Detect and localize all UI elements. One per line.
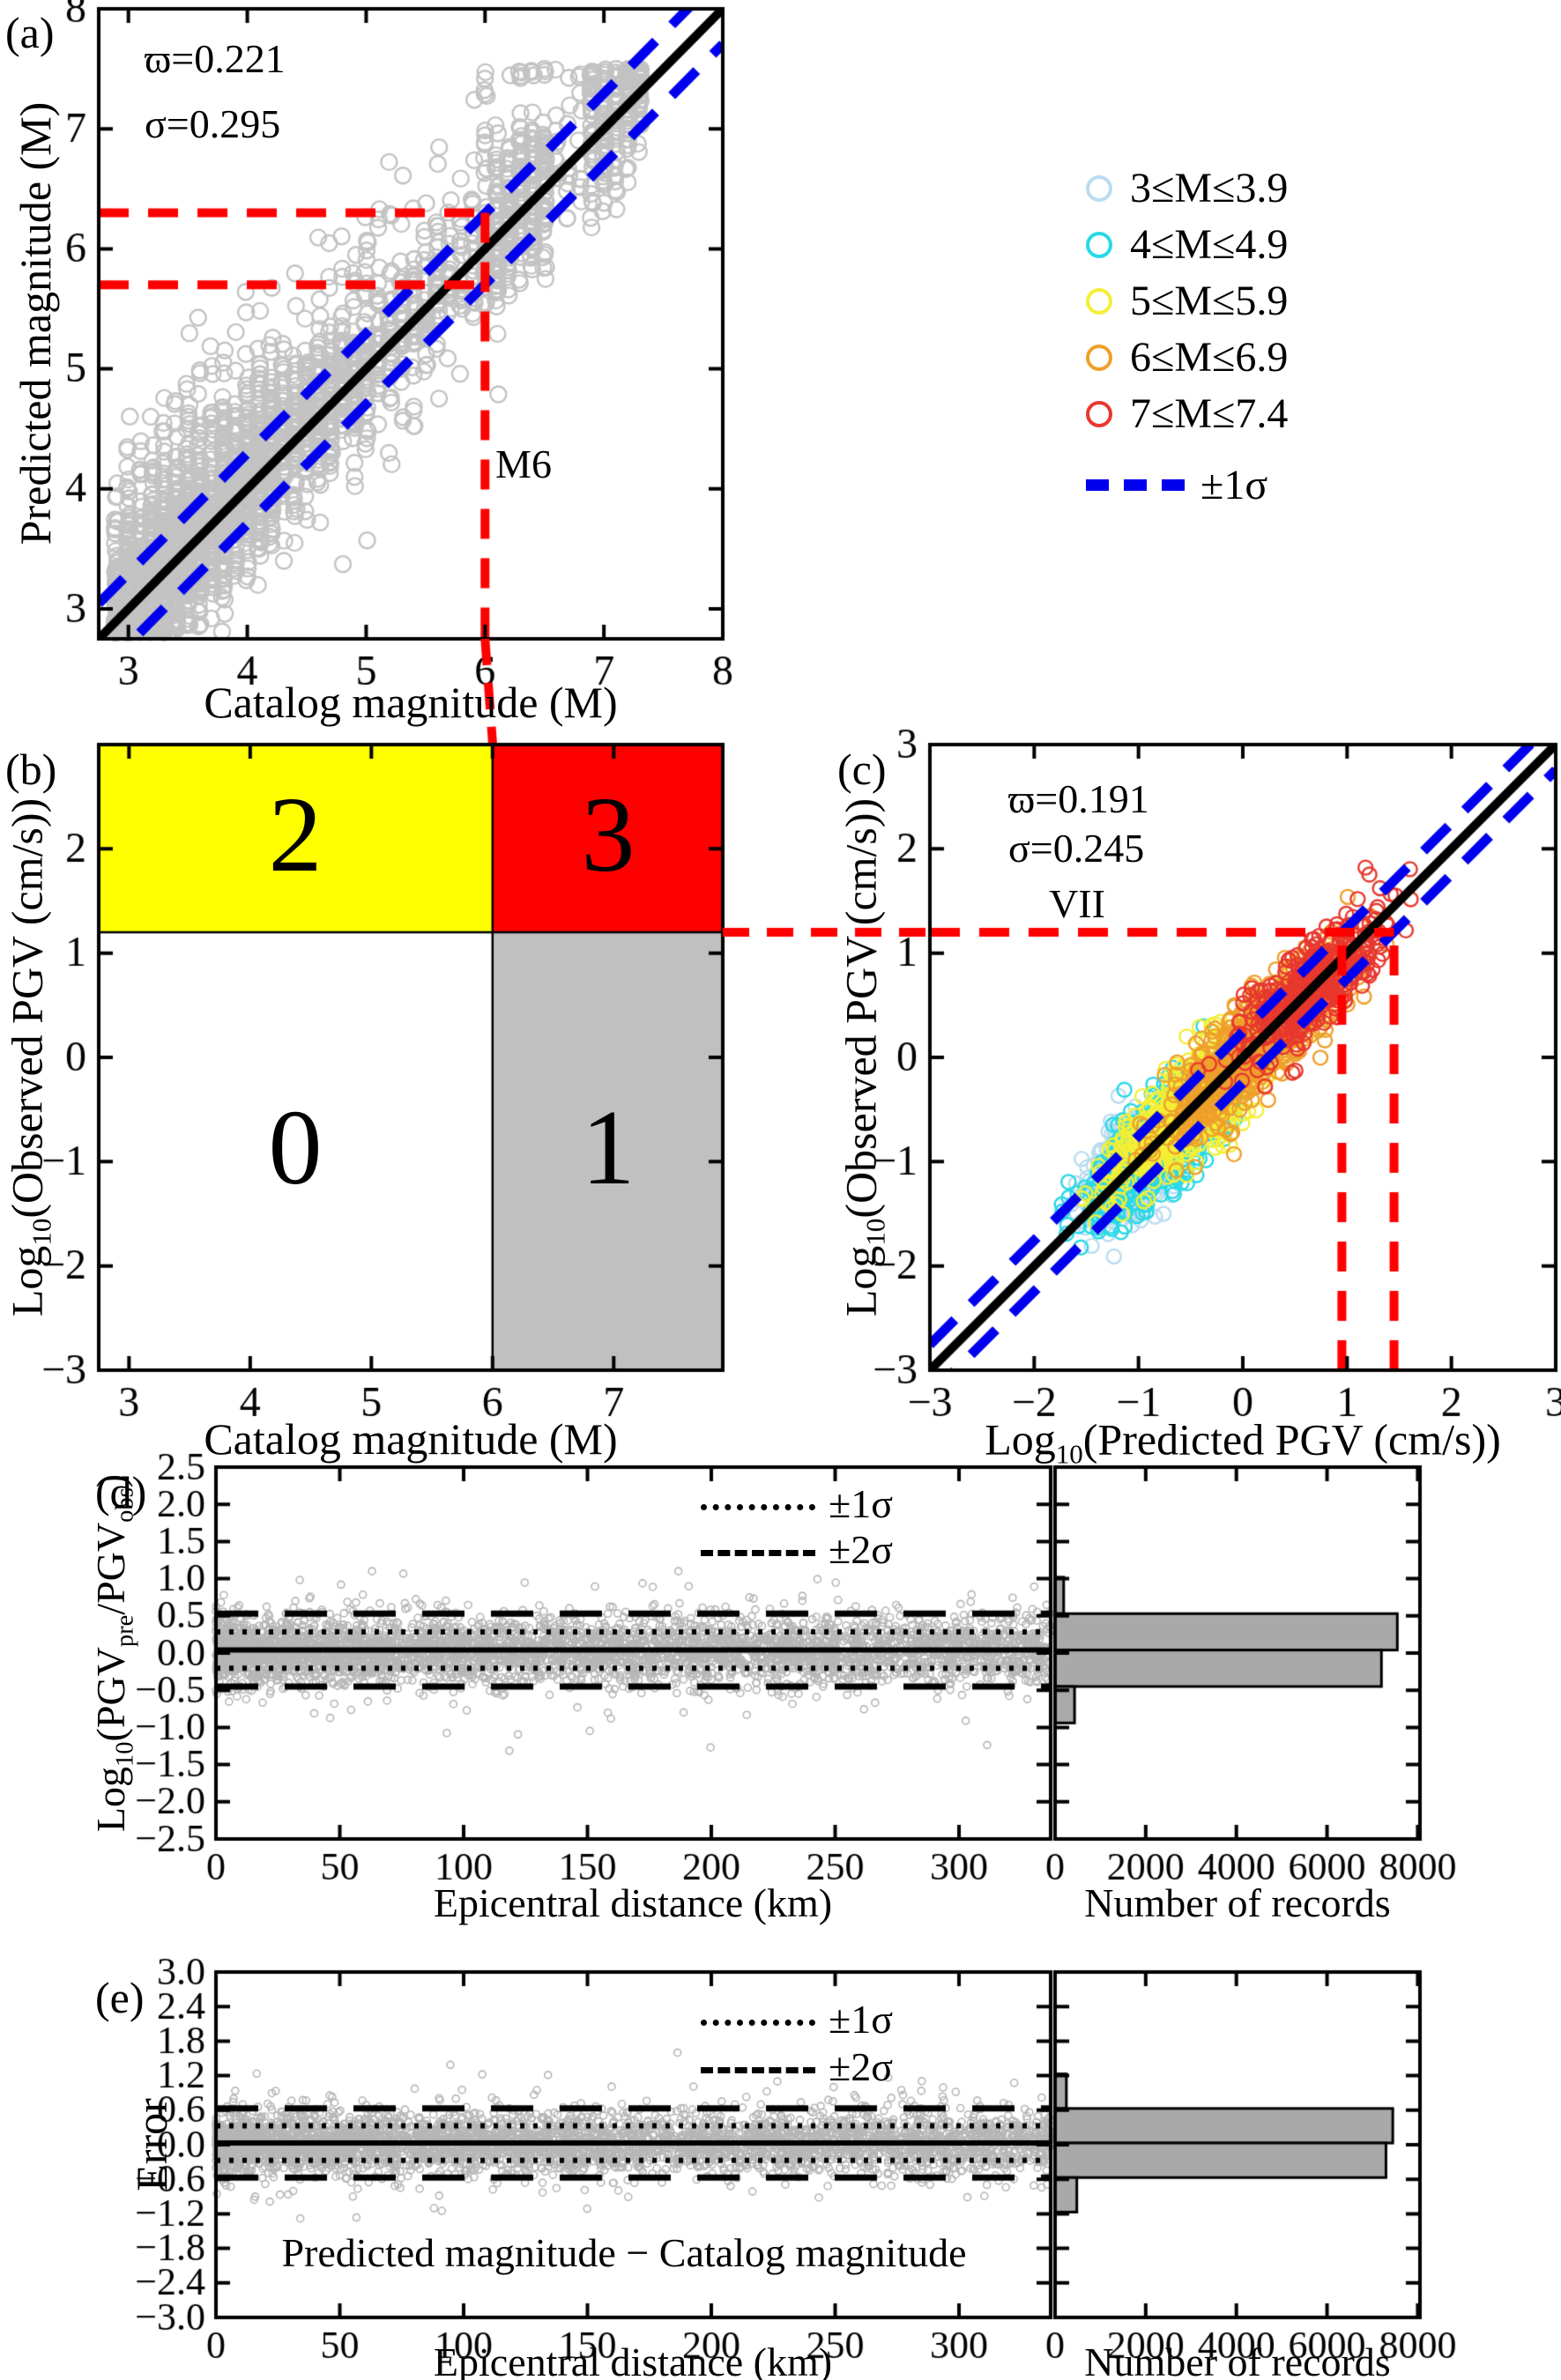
legend-item-m4-label: 4≤M≤4.9 <box>1130 221 1289 268</box>
magnitude-m4-marker-icon <box>1086 231 1112 258</box>
legend-item-m3: 3≤M≤3.9 <box>1086 164 1288 212</box>
legend-item-sigma: ±1σ <box>1086 461 1288 509</box>
legend-item-m7: 7≤M≤7.4 <box>1086 389 1288 438</box>
panel-e-sigma2-label: ±2σ <box>829 2044 894 2089</box>
panel-e-label: (e) <box>95 1973 145 2022</box>
panel-b-quadrant-bottom-right-count: 1 <box>581 1088 636 1207</box>
panel-a-x-axis-title: Catalog magnitude (M) <box>204 678 618 727</box>
legend-item-m6: 6≤M≤6.9 <box>1086 333 1288 382</box>
panel-a-m6-annotation: M6 <box>495 441 552 486</box>
legend-item-sigma-label: ±1σ <box>1200 462 1268 508</box>
panel-c-x-axis-title: Log10(Predicted PGV (cm/s)) <box>985 1414 1501 1470</box>
legend-item-m5: 5≤M≤5.9 <box>1086 277 1288 325</box>
magnitude-m3-marker-icon <box>1086 174 1112 202</box>
panel-e-sigma1-label: ±1σ <box>829 1997 894 2042</box>
legend-item-m5-label: 5≤M≤5.9 <box>1130 278 1289 324</box>
magnitude-m5-marker-icon <box>1086 287 1112 315</box>
panel-e-sigma1-line-icon <box>701 2020 815 2026</box>
panel-d-x-axis-title: Epicentral distance (km) <box>433 1880 833 1925</box>
panel-b-quadrant-top-right-count: 3 <box>581 775 636 894</box>
panel-a-omega-stat: ϖ=0.221 <box>145 36 286 81</box>
panel-d-sigma2-label: ±2σ <box>829 1527 894 1572</box>
panel-d-sigma2-line-icon <box>701 1550 815 1556</box>
panel-b-y-axis-title: Log10(Observed PGV (cm/s)) <box>2 797 57 1317</box>
panel-e-hist-x-axis-title: Number of records <box>1084 2339 1391 2380</box>
panel-a-y-axis-title: Predicted magnitude (M) <box>11 101 60 545</box>
panel-e-sigma2-line-icon <box>701 2067 815 2073</box>
legend-item-m3-label: 3≤M≤3.9 <box>1130 165 1289 211</box>
panel-b-x-axis-title: Catalog magnitude (M) <box>204 1414 618 1464</box>
panel-d-y-axis-title: Log10(PGVpre/PGVobs) <box>88 1473 139 1833</box>
panel-b-label: (b) <box>5 745 57 794</box>
panel-e-error-definition-annotation: Predicted magnitude − Catalog magnitude <box>281 2230 967 2275</box>
panel-c-intensity-annotation: VII <box>1049 881 1105 926</box>
legend-item-m4: 4≤M≤4.9 <box>1086 220 1288 269</box>
panel-b-quadrant-bottom-left-count: 0 <box>268 1088 323 1207</box>
magnitude-legend: 3≤M≤3.9 4≤M≤4.9 5≤M≤5.9 6≤M≤6.9 7≤M≤7.4 … <box>1086 164 1288 509</box>
magnitude-m7-marker-icon <box>1086 400 1112 427</box>
panel-a-sigma-stat: σ=0.295 <box>145 101 281 146</box>
panel-e-y-axis-title: Error <box>127 2098 176 2191</box>
panel-c-sigma-stat: σ=0.245 <box>1008 826 1145 871</box>
panel-d-hist-x-axis-title: Number of records <box>1084 1880 1391 1925</box>
panel-d-sigma1-line-icon <box>701 1504 815 1510</box>
legend-item-m7-label: 7≤M≤7.4 <box>1130 390 1289 437</box>
panel-d-sigma1-label: ±1σ <box>829 1481 894 1526</box>
panel-e-x-axis-title: Epicentral distance (km) <box>433 2339 833 2380</box>
panel-c-label: (c) <box>837 745 887 794</box>
panel-d-label: (d) <box>95 1467 147 1516</box>
sigma-dashed-line-icon <box>1086 479 1185 491</box>
panel-c-omega-stat: ϖ=0.191 <box>1008 776 1149 821</box>
legend-item-m6-label: 6≤M≤6.9 <box>1130 334 1289 381</box>
panel-b-quadrant-top-left-count: 2 <box>268 775 323 894</box>
panel-a-label: (a) <box>5 8 55 57</box>
magnitude-m6-marker-icon <box>1086 344 1112 371</box>
panel-c-y-axis-title: Log10(Observed PGV (cm/s)) <box>836 797 891 1317</box>
